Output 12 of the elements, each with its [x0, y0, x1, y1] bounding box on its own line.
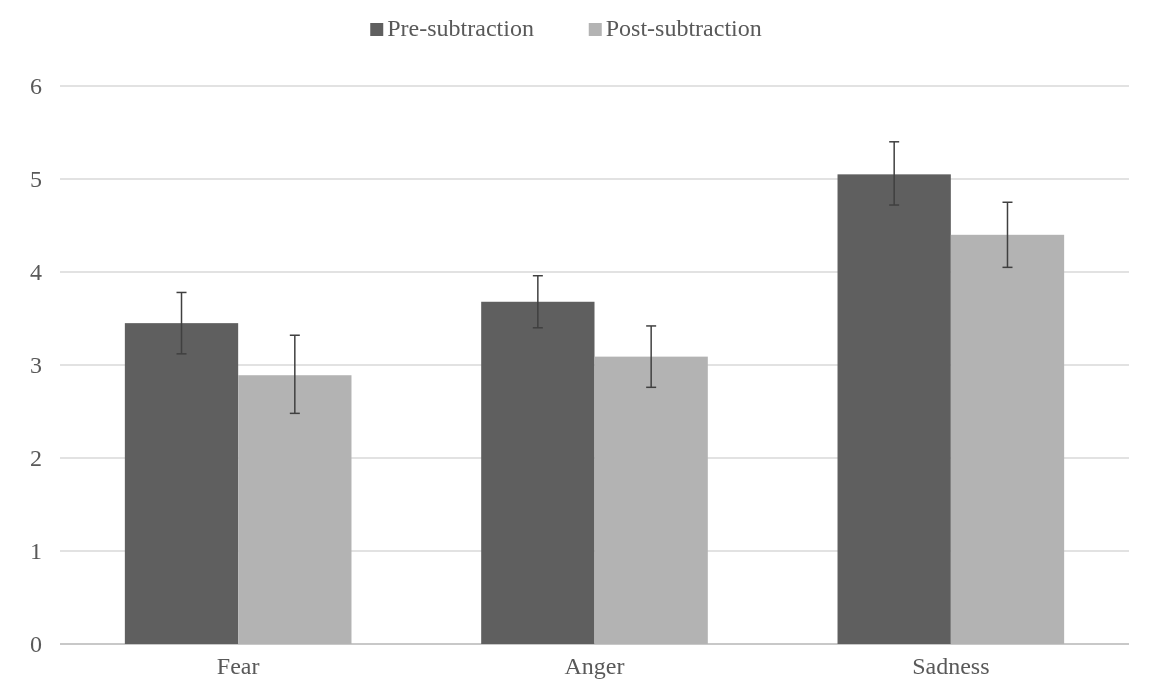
x-tick-label: Anger — [564, 653, 625, 679]
y-tick-label: 1 — [30, 538, 42, 565]
x-tick-label: Sadness — [912, 653, 990, 679]
y-tick-label: 4 — [30, 259, 42, 286]
legend-label: Pre-subtraction — [387, 15, 534, 41]
x-tick-label: Fear — [216, 653, 260, 679]
legend-label: Post-subtraction — [605, 15, 762, 41]
y-tick-label: 2 — [30, 445, 42, 472]
y-tick-label: 0 — [30, 631, 42, 658]
y-tick-label: 3 — [30, 352, 42, 379]
y-tick-label: 6 — [30, 73, 42, 100]
y-tick-label: 5 — [30, 166, 42, 193]
